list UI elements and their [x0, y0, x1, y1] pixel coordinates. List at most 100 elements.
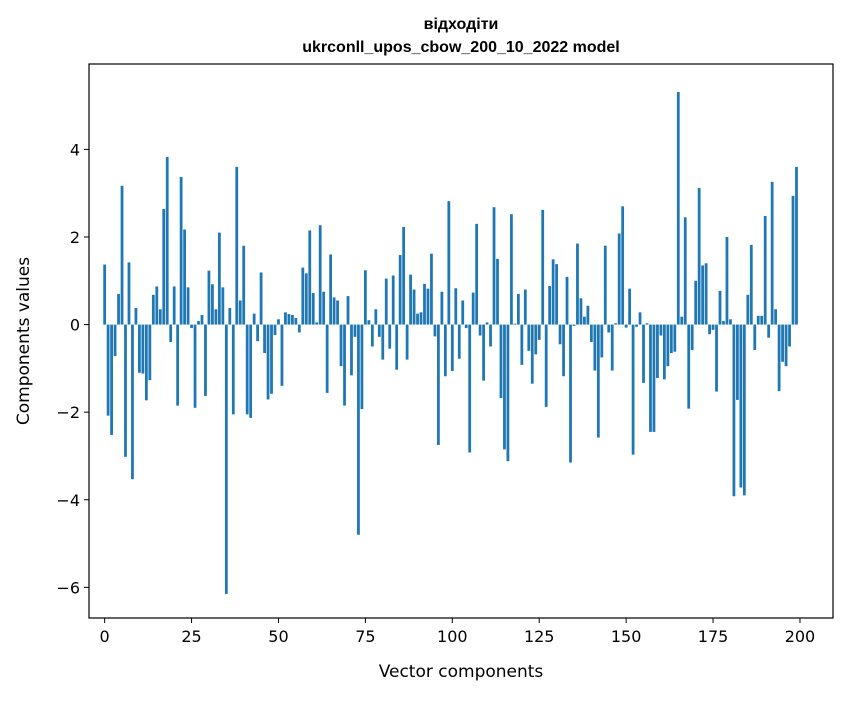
- bar: [287, 314, 291, 325]
- bar: [753, 324, 757, 350]
- bar: [579, 298, 583, 325]
- bar: [596, 324, 600, 438]
- bar: [231, 324, 235, 415]
- bar: [200, 314, 204, 325]
- bar: [124, 324, 127, 457]
- bar: [190, 324, 193, 329]
- bar: [534, 324, 538, 355]
- bar: [395, 324, 399, 370]
- bar: [426, 288, 430, 325]
- bar: [774, 309, 778, 325]
- bar: [217, 232, 221, 325]
- bar: [711, 324, 715, 330]
- bar: [259, 272, 263, 325]
- bar: [304, 273, 308, 325]
- bar: [183, 229, 186, 325]
- bar: [478, 324, 482, 336]
- bars-group: [103, 92, 798, 594]
- bar: [715, 324, 718, 392]
- bar: [572, 324, 576, 326]
- bar: [162, 208, 166, 325]
- bar: [569, 324, 572, 463]
- bar: [701, 265, 705, 325]
- y-tick-label: 0: [70, 316, 80, 335]
- bar: [683, 217, 687, 325]
- bar: [447, 201, 451, 325]
- bar: [589, 324, 593, 343]
- x-tick-label: 125: [524, 627, 555, 646]
- bar: [464, 324, 468, 329]
- bar: [284, 312, 287, 325]
- bar: [179, 176, 183, 325]
- y-axis-label: Components values: [14, 257, 34, 425]
- bar: [499, 324, 503, 399]
- bar: [357, 324, 360, 535]
- bar: [377, 324, 381, 337]
- bar: [642, 324, 645, 383]
- bar: [600, 324, 604, 358]
- bar: [489, 324, 492, 347]
- bar: [214, 309, 218, 325]
- bar: [760, 315, 764, 325]
- bar: [158, 309, 162, 325]
- bar: [343, 324, 346, 406]
- bar: [350, 324, 353, 376]
- chart-subtitle: ukrconll_upos_cbow_200_10_2022 model: [302, 39, 619, 56]
- bar: [381, 324, 385, 360]
- x-axis-ticks: 0 25 50 75 100 125 150 175 200: [100, 618, 815, 646]
- bar: [732, 324, 736, 497]
- bar: [148, 324, 152, 381]
- bar: [280, 324, 284, 386]
- x-tick-label: 100: [437, 627, 468, 646]
- bar: [144, 324, 148, 401]
- bar: [558, 324, 562, 345]
- bar: [297, 324, 301, 333]
- bar: [238, 300, 242, 325]
- y-tick-label: −2: [56, 403, 80, 422]
- bar: [367, 320, 371, 325]
- bar: [482, 324, 485, 381]
- bar: [290, 314, 294, 325]
- bar: [537, 324, 541, 340]
- bar: [603, 245, 607, 325]
- bar: [176, 324, 180, 406]
- bar: [649, 324, 652, 432]
- bar: [308, 230, 312, 325]
- bar: [224, 324, 228, 594]
- bar: [530, 324, 534, 384]
- bar: [520, 324, 524, 365]
- bar: [113, 324, 117, 357]
- bar: [586, 305, 590, 325]
- bar: [697, 187, 701, 325]
- x-tick-label: 150: [611, 627, 642, 646]
- bar: [669, 324, 673, 354]
- bar: [770, 181, 774, 325]
- bar: [461, 300, 465, 325]
- bar: [454, 288, 458, 325]
- bar: [767, 324, 771, 338]
- bar: [729, 319, 732, 325]
- bar: [325, 324, 329, 393]
- bar: [430, 253, 433, 325]
- bar: [329, 254, 333, 325]
- bar: [391, 275, 395, 325]
- bar: [437, 324, 440, 446]
- bar: [388, 324, 392, 349]
- bar: [631, 324, 635, 455]
- bar: [266, 324, 270, 400]
- bar: [656, 324, 659, 379]
- y-axis-ticks: −6 −4 −2 0 2 4: [56, 140, 89, 597]
- bar: [722, 321, 725, 325]
- y-tick-label: 4: [70, 140, 80, 159]
- bar: [131, 324, 134, 480]
- bar: [652, 324, 656, 432]
- bar: [384, 278, 388, 325]
- bar: [725, 236, 729, 325]
- bar: [155, 286, 159, 325]
- bar: [645, 323, 649, 325]
- bar: [141, 324, 145, 374]
- bar: [795, 166, 798, 325]
- bar: [419, 312, 423, 325]
- bar: [127, 262, 131, 325]
